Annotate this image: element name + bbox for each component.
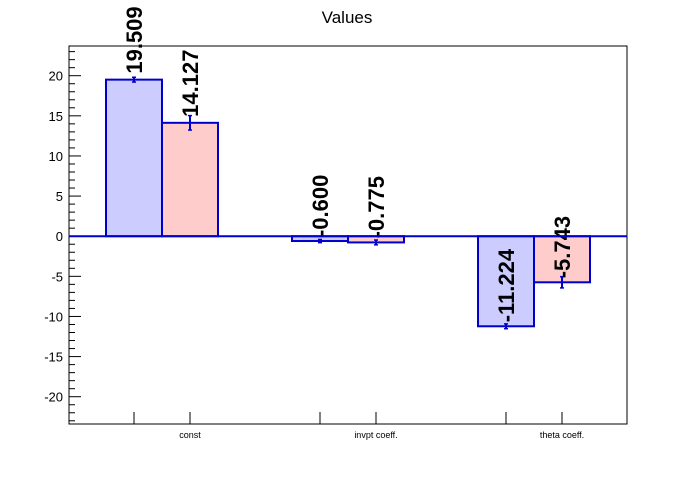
plot-area: -20 -15 -10 -5 0 5 10 15 20 const invpt coeff. thet…: [44, 6, 628, 440]
y-tick-label: 20: [49, 69, 63, 84]
x-tick-label: const: [179, 430, 201, 440]
y-tick-label: 15: [49, 109, 63, 124]
chart-title: Values: [322, 8, 373, 27]
data-label: -0.775: [364, 176, 389, 238]
bar: [161, 121, 219, 238]
data-label: -0.600: [308, 175, 333, 237]
y-tick-label: 5: [56, 189, 63, 204]
y-tick-label: 0: [56, 229, 63, 244]
y-tick-label: -20: [44, 390, 63, 405]
bar: [105, 78, 163, 238]
data-label: -11.224: [494, 248, 519, 322]
plot-frame: [68, 45, 628, 425]
data-label: 14.127: [178, 50, 203, 117]
x-tick-label: invpt coeff.: [354, 430, 397, 440]
bar: [477, 235, 535, 328]
x-tick-label: theta coeff.: [540, 430, 584, 440]
y-tick-label: 10: [49, 149, 63, 164]
y-tick-label: -5: [51, 269, 63, 284]
y-tick-label: -15: [44, 350, 63, 365]
data-label: -5.743: [550, 216, 575, 278]
data-label: 19.509: [122, 6, 147, 73]
y-tick-label: -10: [44, 309, 63, 324]
